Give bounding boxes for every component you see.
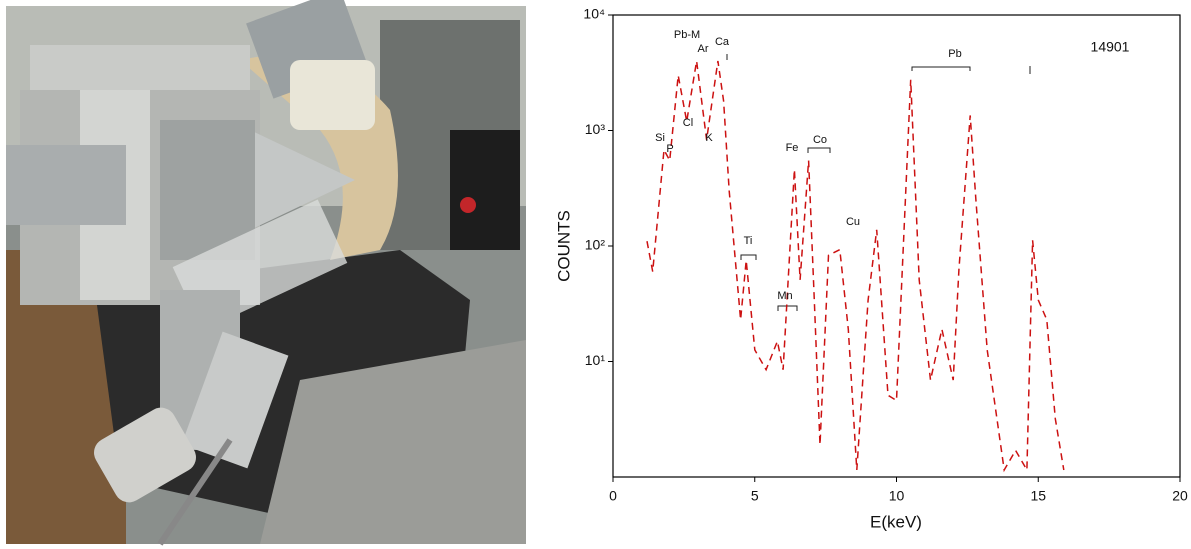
annotation: Pb-M bbox=[674, 29, 700, 41]
annotation: Pb bbox=[948, 48, 961, 60]
annotation: 14901 bbox=[1091, 39, 1130, 55]
y-tick-label: 10³ bbox=[585, 121, 606, 137]
chart: E(keV) COUNTS bbox=[554, 14, 1181, 531]
annotation: Si bbox=[655, 132, 665, 144]
annotation: Ca bbox=[715, 36, 730, 48]
y-tick-label: 10² bbox=[585, 237, 606, 253]
x-tick-label: 0 bbox=[609, 488, 617, 504]
annotation: Ar bbox=[698, 43, 709, 55]
annotation: Fe bbox=[786, 142, 799, 154]
x-tick-label: 20 bbox=[1172, 488, 1188, 504]
photo bbox=[6, 0, 526, 546]
annotation: Mn bbox=[777, 290, 792, 302]
y-tick-label: 10⁴ bbox=[583, 6, 605, 22]
x-tick-label: 5 bbox=[751, 488, 759, 504]
x-axis-title: E(keV) bbox=[870, 512, 922, 531]
plot-frame bbox=[612, 14, 1181, 478]
annotation: Co bbox=[813, 134, 827, 146]
annotation: Ti bbox=[744, 235, 753, 247]
annotation: Cu bbox=[846, 216, 860, 228]
y-tick-label: 10¹ bbox=[585, 352, 606, 368]
x-tick-label: 10 bbox=[889, 488, 905, 504]
annotation: Cl bbox=[683, 117, 693, 129]
annotation: K bbox=[705, 132, 713, 144]
y-axis-title: COUNTS bbox=[554, 210, 573, 282]
annotation: P bbox=[666, 143, 673, 155]
brackets bbox=[726, 54, 1031, 311]
x-tick-label: 15 bbox=[1030, 488, 1046, 504]
spectrum-line bbox=[646, 60, 1065, 473]
